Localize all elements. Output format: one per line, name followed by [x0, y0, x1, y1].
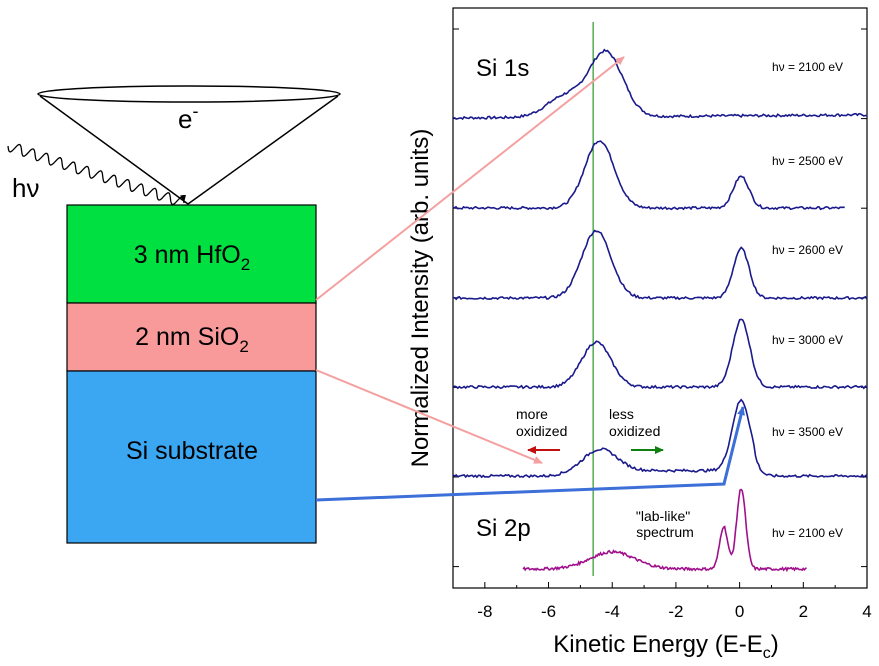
series-line — [522, 488, 808, 573]
series-label: hν = 3000 eV — [772, 333, 843, 347]
x-axis-label: Kinetic Energy (E-Ec) — [553, 631, 778, 662]
x-tick-label: -2 — [668, 602, 683, 621]
series-label: hν = 2500 eV — [772, 154, 843, 168]
photon-label: hν — [12, 173, 39, 203]
analyzer-cone-left — [39, 95, 189, 205]
series-label: hν = 2600 eV — [772, 243, 843, 257]
sio2-layer-label: 2 nm SiO2 — [135, 323, 249, 356]
hfo2-to-spectrum-arrow — [315, 56, 625, 301]
si-substrate-label: Si substrate — [126, 437, 258, 465]
series-group — [452, 48, 868, 573]
x-tick-label: -4 — [605, 602, 620, 621]
lab-like-label: "lab-like" spectrum — [636, 508, 694, 540]
electron-label: e- — [178, 101, 198, 134]
series-line — [452, 229, 868, 301]
series-labels: hν = 2100 eV hν = 2500 eV hν = 2600 eV hν =… — [772, 60, 843, 540]
x-axis: -8 -6 -4 -2 0 2 4 — [452, 582, 872, 621]
substrate-to-spectrum-arrow — [315, 406, 745, 502]
series-line — [452, 318, 868, 390]
series-label: hν = 2100 eV — [772, 526, 843, 540]
series-label: hν = 2100 eV — [772, 60, 843, 74]
analyzer-cone-right — [187, 95, 339, 205]
sio2-layer — [66, 302, 317, 372]
x-tick-label: 2 — [799, 602, 808, 621]
more-oxidized-label: more oxidized — [516, 406, 567, 439]
si1s-panel-label: Si 1s — [476, 55, 529, 82]
si-substrate-layer — [66, 370, 317, 544]
series-line — [452, 140, 845, 211]
y-axis-label: Normalized Intensity (arb. units) — [407, 129, 434, 468]
sio2-to-spectrum-arrow — [315, 369, 543, 464]
x-tick-label: 4 — [862, 602, 871, 621]
analyzer-aperture — [37, 85, 341, 103]
x-tick-label: 0 — [735, 602, 744, 621]
series-line — [452, 398, 868, 479]
series-line — [452, 48, 868, 121]
sample-diagram: e- hν 3 nm HfO2 2 nm SiO2 Si substrate — [7, 85, 341, 544]
x-tick-label: -6 — [541, 602, 556, 621]
series-label: hν = 3500 eV — [772, 425, 843, 439]
x-tick-label: -8 — [477, 602, 492, 621]
si2p-panel-label: Si 2p — [476, 515, 531, 542]
photon-wave — [7, 143, 186, 206]
hfo2-layer-label: 3 nm HfO2 — [134, 241, 250, 274]
less-oxidized-label: less oxidized — [609, 406, 660, 439]
